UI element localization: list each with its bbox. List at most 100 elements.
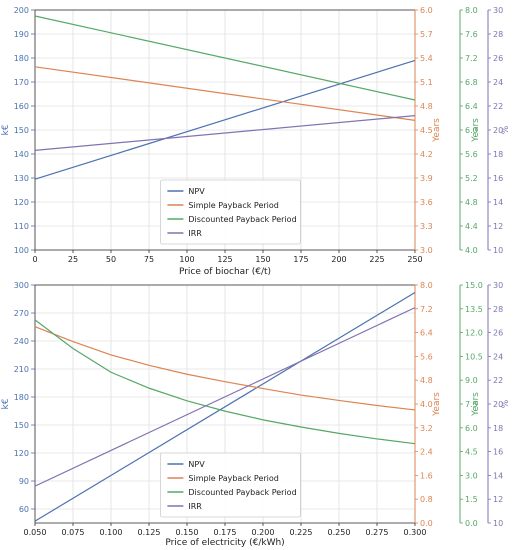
y-tick-label: 18 [493,150,503,159]
y-tick-label: 3.0 [465,471,478,480]
y-axis-title: Years [432,392,442,417]
x-axis-title: Price of biochar (€/t) [179,267,271,277]
secondary-axis-irr: 10 12 14 16 18 20 22 24 26 28 30% [487,281,511,528]
y-tick-label: 5.7 [420,30,433,39]
legend-label: Simple Payback Period [188,201,278,210]
y-axis-title: Years [471,118,481,143]
y-tick-label: 8.0 [420,281,433,290]
y-tick-label: 180 [14,54,29,63]
y-axis-title: Years [432,118,442,143]
y-tick-label: 28 [493,30,503,39]
x-axis-title: Price of electricity (€/kWh) [165,538,284,548]
x-tick-label: 0.050 [24,528,47,537]
y-tick-label: 4.2 [420,150,433,159]
y-tick-label: 16 [493,448,503,457]
y-tick-label: 3.2 [420,424,433,433]
y-tick-label: 8.0 [465,6,478,15]
x-tick-label: 0.150 [176,528,199,537]
series-line-npv [34,59,416,180]
secondary-axis-dpp: 0.0 1.5 3.0 4.5 6.0 7.5 9.0 10.5 12.0 13.5 15.0 Yea… [459,281,483,528]
y-tick-label: 5.4 [420,54,433,63]
y-tick-label: 4.5 [465,448,478,457]
y-axis-title: Years [471,392,481,417]
y-tick-label: 130 [14,174,29,183]
x-tick-label: 125 [217,255,232,264]
y-tick-label: 3.6 [420,198,433,207]
x-tick-label: 0.100 [100,528,123,537]
x-tick-label: 50 [106,255,116,264]
y-tick-label: 30 [493,6,503,15]
y-tick-label: 14 [493,471,503,480]
y-tick-label: 5.2 [465,174,478,183]
x-tick-label: 0.300 [404,528,427,537]
series-line-irr [34,115,416,151]
y-tick-label: 0.0 [465,519,478,528]
y-tick-label: 5.6 [465,150,478,159]
y-tick-label: 90 [19,477,29,486]
y-tick-label: 15.0 [465,281,483,290]
y-tick-label: 3.3 [420,222,433,231]
y-tick-label: 150 [14,421,29,430]
y-axis-title: k€ [1,398,11,409]
y-tick-label: 110 [14,222,29,231]
y-tick-label: 190 [14,30,29,39]
series-line-spp [34,326,416,411]
x-tick-label: 100 [179,255,194,264]
y-tick-label: 240 [14,337,29,346]
y-tick-label: 4.0 [420,400,433,409]
y-tick-label: 10 [493,519,503,528]
y-tick-label: 180 [14,393,29,402]
y-tick-label: 4.0 [465,246,478,255]
x-tick-label: 0.075 [62,528,85,537]
x-tick-label: 150 [255,255,270,264]
y-tick-label: 24 [493,78,503,87]
y-tick-label: 0.8 [420,495,433,504]
y-tick-label: 26 [493,54,503,63]
y-tick-label: 24 [493,352,503,361]
y-tick-label: 22 [493,376,503,385]
y-axis-title: % [501,399,511,408]
y-tick-label: 100 [14,246,29,255]
y-tick-label: 6.4 [420,329,433,338]
legend: NPV Simple Payback Period Discounted Payba… [159,179,301,245]
series-line-dpp [34,319,416,445]
y-tick-label: 3.9 [420,174,433,183]
chart-panel-2: 60 90 120 150 180 210 240 270 300 k€ 0.0 0.8 1.6 2.4 3… [1,281,511,548]
y-tick-label: 3.0 [420,246,433,255]
legend-label: NPV [188,187,205,196]
y-tick-label: 6.8 [465,78,478,87]
y-tick-label: 12 [493,495,503,504]
y-tick-label: 6.0 [465,126,478,135]
y-tick-label: 6.0 [465,424,478,433]
legend-label: Discounted Payback Period [188,488,296,497]
y-tick-label: 5.1 [420,78,433,87]
chart-panel-1: 100110120130140150160170180190200k€3.03.… [1,6,511,277]
y-tick-label: 140 [14,150,29,159]
y-tick-label: 20 [493,400,503,409]
y-axis-title: k€ [1,124,11,135]
x-tick-label: 25 [68,255,78,264]
y-axis-title: % [501,125,511,134]
y-tick-label: 300 [14,281,29,290]
y-tick-label: 7.2 [465,54,478,63]
x-tick-label: 0.250 [328,528,351,537]
x-tick-label: 0.175 [214,528,237,537]
secondary-axis-spp: 0.0 0.8 1.6 2.4 3.2 4.0 4.8 5.6 6.4 7.2 8.0 Years [414,281,442,528]
y-tick-label: 22 [493,102,503,111]
y-tick-label: 28 [493,305,503,314]
legend-label: IRR [188,502,202,511]
series-line-npv [34,291,416,522]
x-tick-label: 0.200 [252,528,275,537]
y-tick-label: 170 [14,78,29,87]
y-tick-label: 16 [493,174,503,183]
y-tick-label: 4.5 [420,126,433,135]
legend-label: IRR [188,229,202,238]
y-tick-label: 10.5 [465,352,483,361]
y-tick-label: 12.0 [465,329,483,338]
legend-label: NPV [188,460,205,469]
y-tick-label: 10 [493,246,503,255]
y-tick-label: 120 [14,449,29,458]
x-tick-label: 75 [144,255,154,264]
x-tick-label: 250 [407,255,422,264]
